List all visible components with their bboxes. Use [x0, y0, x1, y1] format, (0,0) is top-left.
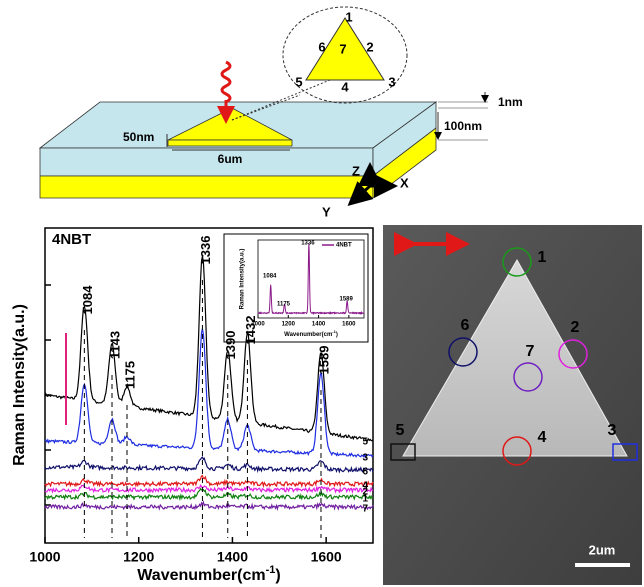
x-axis-title-end: ) — [275, 567, 280, 584]
inset-x-title-end: ) — [336, 332, 338, 338]
inset-x-tick-label: 1400 — [312, 322, 326, 328]
x-axis-title-sup: -1 — [266, 564, 276, 576]
peak-label: 1336 — [198, 236, 213, 265]
dim-label: 6um — [218, 152, 243, 166]
probe-label: 6 — [461, 317, 470, 334]
axis-label: X — [400, 175, 409, 190]
inset-y-title: Raman Intensity(a.u.) — [240, 249, 246, 310]
inset-peak-label: 1589 — [340, 297, 354, 303]
chart-title: 4NBT — [52, 231, 91, 248]
peak-label: 1175 — [122, 361, 137, 389]
probe-label: 3 — [608, 422, 617, 439]
point-label: 4 — [341, 79, 349, 94]
dim-label: 100nm — [444, 119, 482, 133]
schematic — [40, 7, 488, 202]
figure: 12345671nm100nm50nm6umZXY100012001400160… — [0, 0, 644, 587]
axis-label: Z — [352, 163, 360, 178]
x-tick-label: 1200 — [123, 549, 154, 565]
peak-label: 1143 — [107, 331, 122, 359]
point-label: 1 — [345, 9, 352, 24]
point-label: 3 — [388, 74, 395, 89]
peak-label: 1084 — [80, 285, 95, 315]
inset-peak-label: 1336 — [301, 241, 315, 247]
dim-label: 50nm — [123, 130, 154, 144]
trace-label: 5 — [362, 437, 368, 448]
slab-front — [40, 148, 373, 176]
point-label: 5 — [295, 74, 302, 89]
inset-x-tick-label: 1200 — [282, 322, 296, 328]
trace-label: 7 — [362, 504, 368, 515]
trace-label: 6 — [362, 467, 368, 478]
inset-peak-label: 1175 — [277, 302, 291, 308]
axis-label: Y — [322, 204, 331, 219]
inset-legend: 4NBT — [336, 243, 352, 249]
point-label: 2 — [366, 39, 373, 54]
laser — [222, 62, 230, 102]
inset-x-title-main: Wavenumber(cm — [284, 332, 332, 338]
trace-label: 3 — [362, 453, 368, 464]
x-tick-label: 1600 — [311, 549, 342, 565]
probe-label: 5 — [396, 422, 405, 439]
scale-bar-label: 2um — [589, 542, 616, 557]
probe-label: 4 — [538, 429, 547, 446]
probe-label: 1 — [538, 249, 547, 266]
probe-label: 7 — [526, 343, 535, 360]
inset-peak-label: 1084 — [263, 274, 277, 280]
y-axis-title: Raman Intensity(a.u.) — [11, 304, 28, 466]
dim-label: 1nm — [498, 95, 523, 109]
nano-triangle-edge — [168, 140, 292, 146]
inset-x-tick-label: 1000 — [251, 322, 265, 328]
peak-label: 1432 — [243, 316, 258, 345]
probe-label: 2 — [571, 319, 580, 336]
peak-label: 1589 — [316, 346, 331, 375]
inset-x-tick-label: 1600 — [342, 322, 356, 328]
point-label: 6 — [318, 39, 325, 54]
x-tick-label: 1000 — [29, 549, 60, 565]
gold-front — [40, 176, 373, 198]
x-tick-label: 1400 — [217, 549, 248, 565]
x-axis-title-main: Wavenumber(cm — [137, 567, 265, 584]
x-axis-title: Wavenumber(cm-1) — [137, 564, 280, 584]
point-label: 7 — [339, 41, 346, 56]
peak-label: 1390 — [223, 331, 238, 360]
